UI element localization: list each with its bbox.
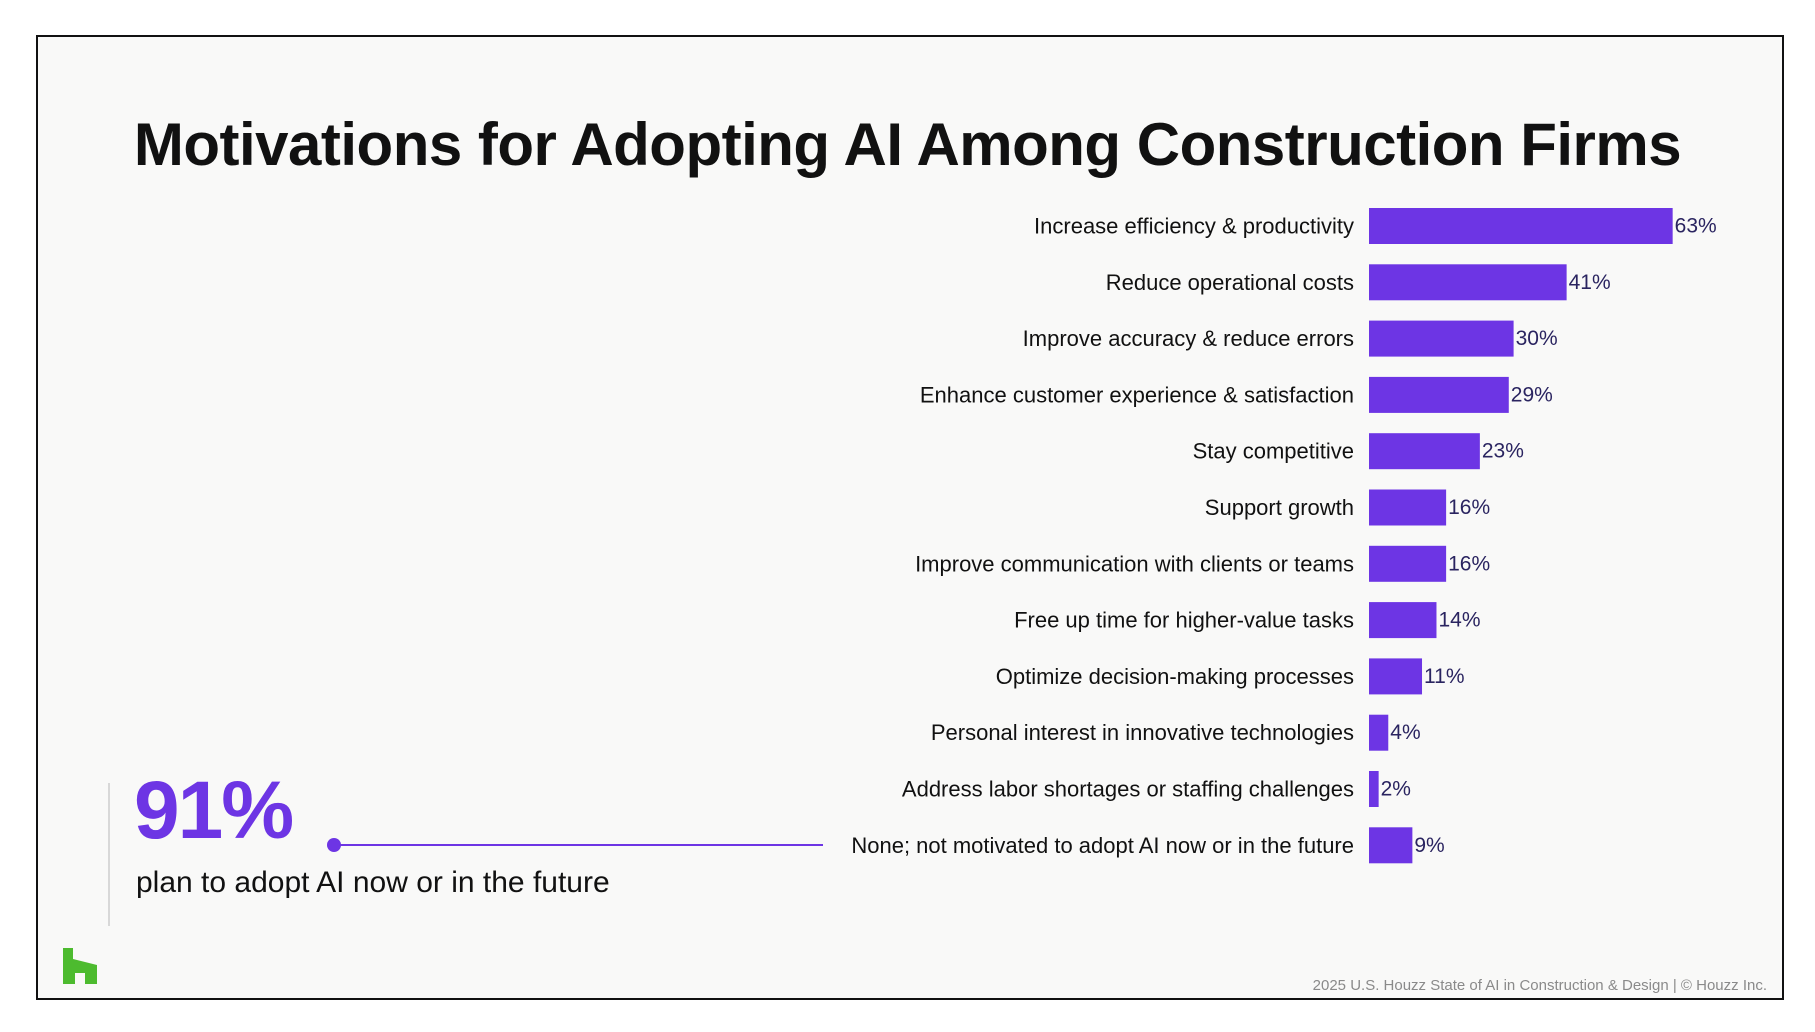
- value-label: 14%: [1438, 609, 1480, 632]
- category-label: Optimize decision-making processes: [996, 664, 1354, 689]
- value-label: 41%: [1569, 271, 1611, 294]
- chart-title: Motivations for Adopting AI Among Constr…: [133, 111, 1682, 178]
- value-label: 2%: [1381, 778, 1411, 801]
- category-label: Personal interest in innovative technolo…: [931, 720, 1354, 745]
- bar: [1369, 714, 1389, 751]
- category-label: Increase efficiency & productivity: [1034, 214, 1354, 239]
- bar: [1369, 602, 1437, 639]
- category-label: Support growth: [1205, 495, 1354, 520]
- value-label: 63%: [1675, 215, 1717, 238]
- value-label: 16%: [1448, 496, 1490, 519]
- bar: [1369, 433, 1480, 470]
- bar: [1369, 264, 1567, 301]
- callout-value: 91%: [134, 765, 294, 856]
- footer-credit: 2025 U.S. Houzz State of AI in Construct…: [1312, 977, 1767, 994]
- category-label: Enhance customer experience & satisfacti…: [920, 382, 1354, 407]
- category-label: Reduce operational costs: [1106, 270, 1354, 295]
- value-label: 11%: [1424, 665, 1464, 688]
- category-label: Free up time for higher-value tasks: [1014, 608, 1354, 633]
- connector-line: [334, 844, 823, 846]
- callout-divider: [108, 783, 110, 926]
- value-label: 29%: [1511, 383, 1553, 406]
- value-label: 30%: [1516, 327, 1558, 350]
- houzz-logo-icon: [63, 948, 97, 984]
- value-label: 9%: [1414, 834, 1444, 857]
- category-label: Improve accuracy & reduce errors: [1023, 326, 1354, 351]
- value-label: 23%: [1482, 440, 1524, 463]
- bar: [1369, 771, 1379, 807]
- bar: [1369, 208, 1673, 244]
- value-label: 4%: [1390, 721, 1420, 744]
- bar: [1369, 489, 1447, 526]
- callout-text: plan to adopt AI now or in the future: [136, 866, 610, 899]
- category-label: Improve communication with clients or te…: [915, 551, 1354, 576]
- bar: [1369, 658, 1423, 695]
- bar: [1369, 376, 1509, 413]
- bar: [1369, 827, 1413, 864]
- category-label: Address labor shortages or staffing chal…: [902, 777, 1354, 802]
- category-label: Stay competitive: [1193, 439, 1354, 464]
- category-label: None; not motivated to adopt AI now or i…: [851, 833, 1354, 858]
- slide-frame: [36, 35, 1784, 1000]
- value-label: 16%: [1448, 552, 1490, 575]
- bar: [1369, 545, 1447, 582]
- bar: [1369, 320, 1514, 357]
